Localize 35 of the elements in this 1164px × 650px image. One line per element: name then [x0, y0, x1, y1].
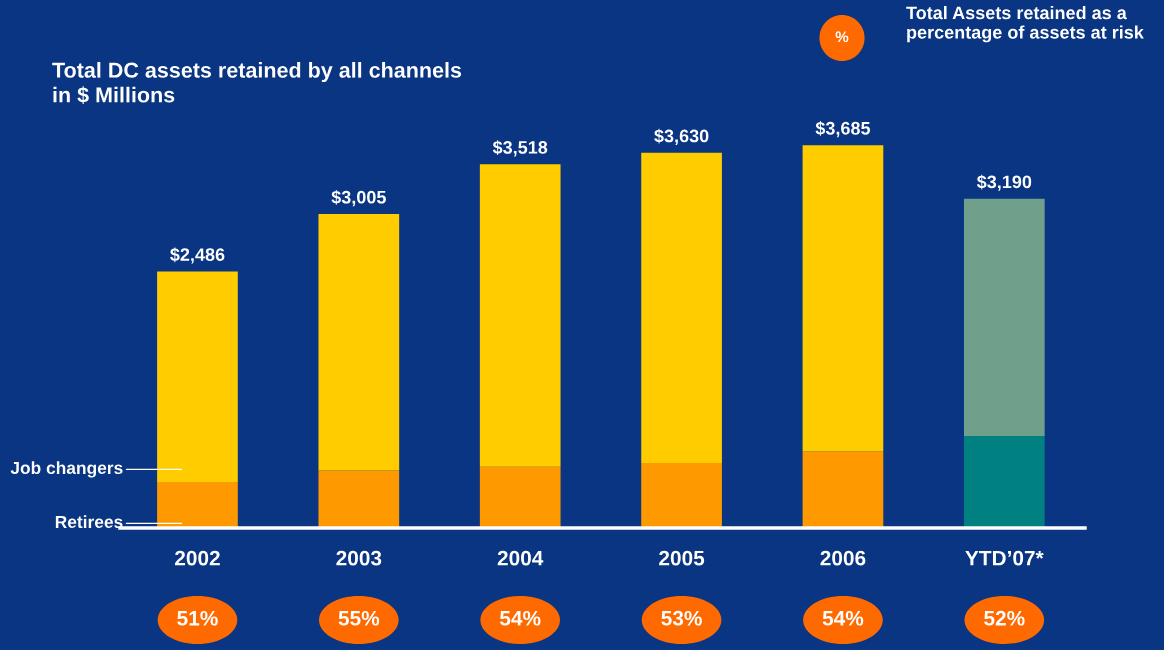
annotation: $3,005: [331, 189, 386, 207]
text: 52%: [984, 610, 1025, 626]
bar: [641, 152, 722, 463]
text: 54%: [499, 610, 541, 626]
annotation: $3,518: [492, 140, 548, 157]
bar: [963, 436, 1045, 528]
bar: [802, 451, 884, 528]
bar: [963, 198, 1045, 437]
bar: [641, 462, 722, 528]
x-tick-label: 2003: [336, 550, 382, 566]
annotation: $3,685: [815, 121, 871, 138]
x-tick-label: 2002: [175, 550, 220, 566]
bar: [318, 470, 400, 528]
bar: [479, 466, 561, 528]
annotation: $3,630: [654, 128, 709, 145]
bar: [157, 482, 238, 528]
series-label: Job changers: [10, 461, 123, 478]
text: Total Assets retained as a percentage of assets at risk: [906, 6, 1144, 43]
bar: [802, 145, 884, 452]
bar: [157, 271, 238, 483]
chart-title: Total DC assets retained by all channels in $ Millions: [52, 62, 462, 104]
x-tick-label: 2004: [497, 550, 544, 566]
annotation: $2,486: [170, 247, 225, 264]
text: %: [835, 31, 849, 43]
bar: [479, 164, 561, 467]
bar: [318, 214, 400, 471]
annotation: $3,190: [976, 174, 1032, 191]
text: 53%: [661, 610, 702, 626]
series-label: Retirees: [55, 515, 123, 529]
text: 54%: [822, 610, 864, 626]
x-tick-label: 2006: [820, 550, 866, 566]
text: 51%: [177, 610, 218, 626]
text: 55%: [338, 610, 380, 626]
x-tick-label: YTD’07*: [965, 550, 1044, 566]
x-tick-label: 2005: [659, 550, 705, 566]
